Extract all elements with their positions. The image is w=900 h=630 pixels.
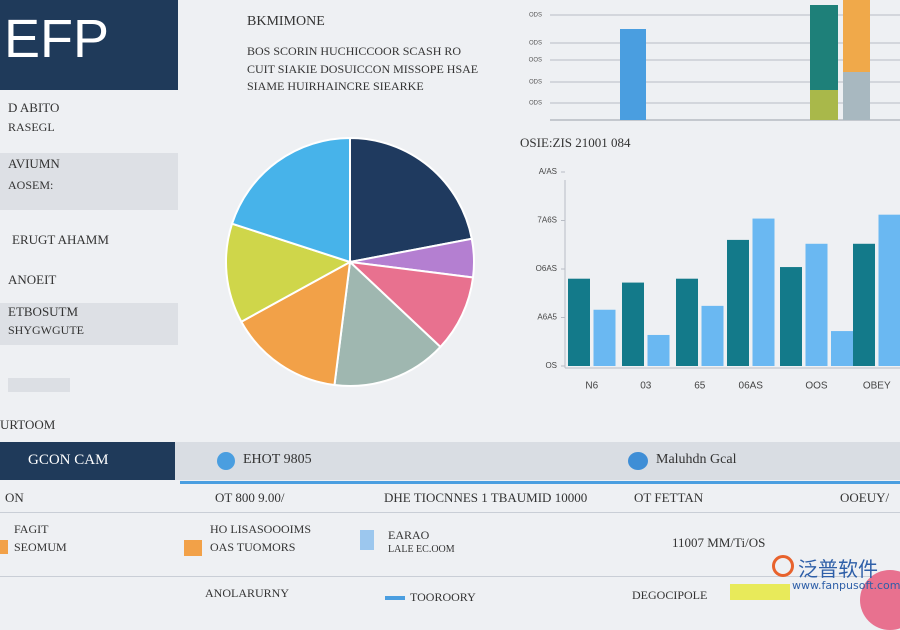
x-tick-label: OBEY	[863, 381, 891, 392]
x-tick-label: 65	[694, 381, 706, 392]
bar	[780, 267, 802, 366]
y-tick-label: O6AS	[536, 264, 557, 273]
x-tick-label: 06AS	[739, 381, 764, 392]
bar	[622, 283, 644, 366]
y-tick-label: A/AS	[539, 167, 557, 176]
y-tick-label: 7A6S	[537, 216, 557, 225]
y-tick-label: ODS	[529, 41, 542, 47]
y-tick-label: A6A5	[537, 313, 557, 322]
bar	[568, 279, 590, 366]
bar	[831, 331, 853, 366]
bar-segment	[810, 5, 838, 90]
y-tick-label: ODS	[529, 13, 542, 19]
x-tick-label: OOS	[805, 381, 828, 392]
bar	[806, 244, 828, 366]
charts: ODS ODS OOS ODS ODS OS A6A5 O6AS 7A6S A/AS N6 03 65 0…	[0, 0, 900, 600]
bar	[594, 310, 616, 366]
bar	[676, 279, 698, 366]
bar-segment	[810, 90, 838, 120]
bar	[702, 306, 724, 366]
x-tick-label: 03	[640, 381, 652, 392]
y-tick-label: OS	[545, 361, 557, 370]
bar	[853, 244, 875, 366]
bar-segment	[620, 29, 646, 120]
bar-segment	[843, 72, 870, 120]
bar	[753, 219, 775, 366]
page: {"header": {"logo": "EFP", "heading": "B…	[0, 0, 900, 600]
y-tick-label: ODS	[529, 80, 542, 86]
y-tick-label: OOS	[529, 58, 542, 64]
bar	[879, 215, 900, 366]
y-tick-label: ODS	[529, 101, 542, 107]
bar	[727, 240, 749, 366]
bar	[648, 335, 670, 366]
bar-segment	[843, 0, 870, 72]
x-tick-label: N6	[585, 381, 598, 392]
